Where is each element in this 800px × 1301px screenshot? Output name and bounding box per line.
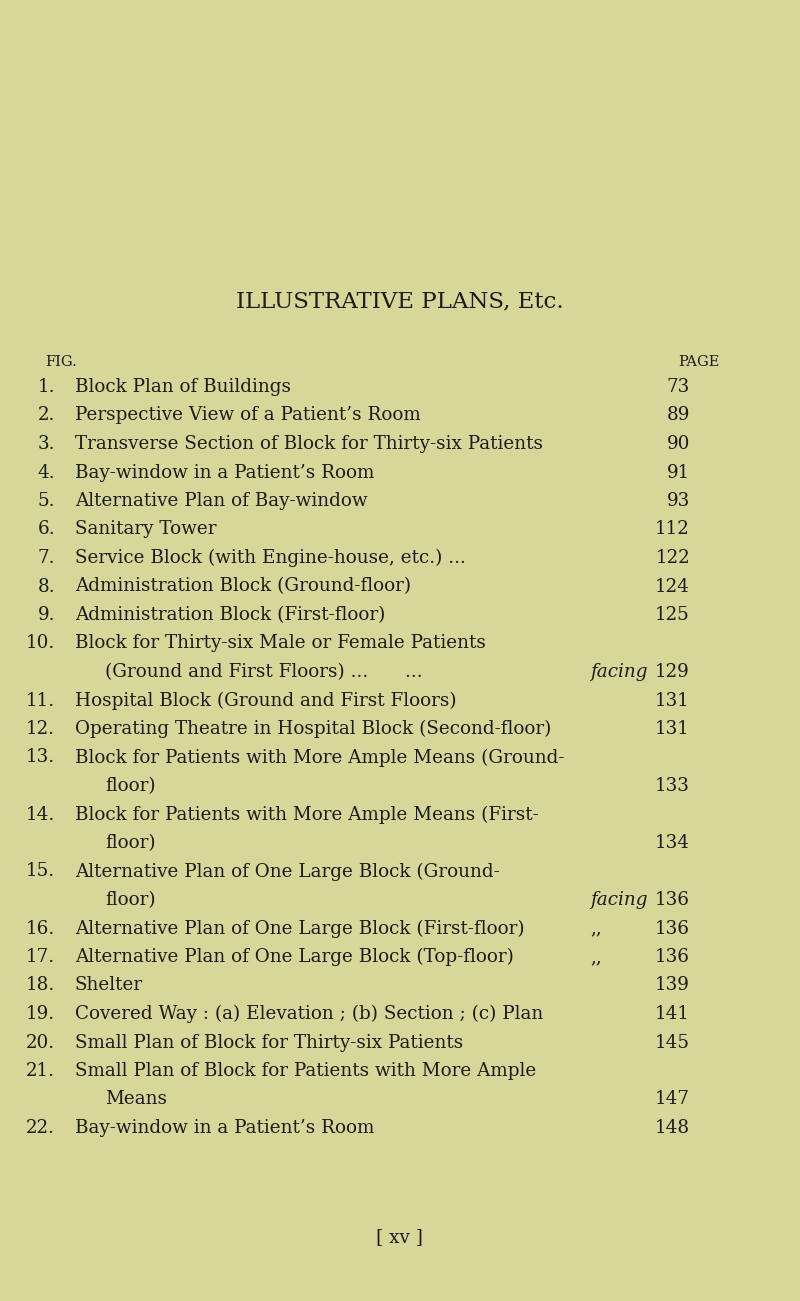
Text: Block for Patients with More Ample Means (Ground-: Block for Patients with More Ample Means… xyxy=(75,748,565,766)
Text: 2.: 2. xyxy=(38,406,55,424)
Text: 136: 136 xyxy=(655,948,690,967)
Text: 90: 90 xyxy=(666,435,690,453)
Text: 10.: 10. xyxy=(26,635,55,653)
Text: Small Plan of Block for Patients with More Ample: Small Plan of Block for Patients with Mo… xyxy=(75,1062,536,1080)
Text: Shelter: Shelter xyxy=(75,977,143,994)
Text: 73: 73 xyxy=(666,379,690,396)
Text: Block for Patients with More Ample Means (First-: Block for Patients with More Ample Means… xyxy=(75,805,538,824)
Text: 131: 131 xyxy=(655,692,690,709)
Text: 15.: 15. xyxy=(26,863,55,881)
Text: 91: 91 xyxy=(666,463,690,481)
Text: facing: facing xyxy=(590,891,647,909)
Text: 133: 133 xyxy=(655,777,690,795)
Text: 139: 139 xyxy=(655,977,690,994)
Text: 89: 89 xyxy=(666,406,690,424)
Text: 136: 136 xyxy=(655,920,690,938)
Text: 5.: 5. xyxy=(38,492,55,510)
Text: 141: 141 xyxy=(655,1004,690,1023)
Text: Covered Way : (a) Elevation ; (b) Section ; (c) Plan: Covered Way : (a) Elevation ; (b) Sectio… xyxy=(75,1004,543,1024)
Text: FIG.: FIG. xyxy=(45,355,77,369)
Text: Service Block (with Engine-house, etc.) ...: Service Block (with Engine-house, etc.) … xyxy=(75,549,466,567)
Text: (Ground and First Floors) ...  ...: (Ground and First Floors) ... ... xyxy=(105,664,422,680)
Text: Bay-window in a Patient’s Room: Bay-window in a Patient’s Room xyxy=(75,463,374,481)
Text: floor): floor) xyxy=(105,834,156,852)
Text: 145: 145 xyxy=(655,1033,690,1051)
Text: 19.: 19. xyxy=(26,1004,55,1023)
Text: Alternative Plan of Bay-window: Alternative Plan of Bay-window xyxy=(75,492,368,510)
Text: 14.: 14. xyxy=(26,805,55,824)
Text: Administration Block (First-floor): Administration Block (First-floor) xyxy=(75,606,386,624)
Text: 17.: 17. xyxy=(26,948,55,967)
Text: Operating Theatre in Hospital Block (Second-floor): Operating Theatre in Hospital Block (Sec… xyxy=(75,719,551,738)
Text: 13.: 13. xyxy=(26,748,55,766)
Text: 148: 148 xyxy=(655,1119,690,1137)
Text: facing: facing xyxy=(590,664,647,680)
Text: Administration Block (Ground-floor): Administration Block (Ground-floor) xyxy=(75,578,411,596)
Text: 12.: 12. xyxy=(26,719,55,738)
Text: Alternative Plan of One Large Block (Ground-: Alternative Plan of One Large Block (Gro… xyxy=(75,863,500,881)
Text: Alternative Plan of One Large Block (First-floor): Alternative Plan of One Large Block (Fir… xyxy=(75,920,525,938)
Text: PAGE: PAGE xyxy=(678,355,720,369)
Text: floor): floor) xyxy=(105,777,156,795)
Text: 131: 131 xyxy=(655,719,690,738)
Text: 21.: 21. xyxy=(26,1062,55,1080)
Text: 4.: 4. xyxy=(38,463,55,481)
Text: 20.: 20. xyxy=(26,1033,55,1051)
Text: ,,: ,, xyxy=(590,920,602,938)
Text: 8.: 8. xyxy=(38,578,55,596)
Text: 22.: 22. xyxy=(26,1119,55,1137)
Text: 3.: 3. xyxy=(38,435,55,453)
Text: 9.: 9. xyxy=(38,606,55,624)
Text: 136: 136 xyxy=(655,891,690,909)
Text: 124: 124 xyxy=(655,578,690,596)
Text: 112: 112 xyxy=(655,520,690,539)
Text: 11.: 11. xyxy=(26,692,55,709)
Text: ,,: ,, xyxy=(590,948,602,967)
Text: Transverse Section of Block for Thirty-six Patients: Transverse Section of Block for Thirty-s… xyxy=(75,435,543,453)
Text: 147: 147 xyxy=(655,1090,690,1108)
Text: 7.: 7. xyxy=(38,549,55,567)
Text: Hospital Block (Ground and First Floors): Hospital Block (Ground and First Floors) xyxy=(75,692,457,710)
Text: 6.: 6. xyxy=(38,520,55,539)
Text: Alternative Plan of One Large Block (Top-floor): Alternative Plan of One Large Block (Top… xyxy=(75,948,514,967)
Text: Small Plan of Block for Thirty-six Patients: Small Plan of Block for Thirty-six Patie… xyxy=(75,1033,463,1051)
Text: 16.: 16. xyxy=(26,920,55,938)
Text: Block Plan of Buildings: Block Plan of Buildings xyxy=(75,379,291,396)
Text: Sanitary Tower: Sanitary Tower xyxy=(75,520,217,539)
Text: Block for Thirty-six Male or Female Patients: Block for Thirty-six Male or Female Pati… xyxy=(75,635,486,653)
Text: 134: 134 xyxy=(655,834,690,852)
Text: 129: 129 xyxy=(655,664,690,680)
Text: ILLUSTRATIVE PLANS, Etc.: ILLUSTRATIVE PLANS, Etc. xyxy=(236,290,564,312)
Text: 93: 93 xyxy=(666,492,690,510)
Text: 122: 122 xyxy=(655,549,690,567)
Text: Bay-window in a Patient’s Room: Bay-window in a Patient’s Room xyxy=(75,1119,374,1137)
Text: 18.: 18. xyxy=(26,977,55,994)
Text: 125: 125 xyxy=(655,606,690,624)
Text: Perspective View of a Patient’s Room: Perspective View of a Patient’s Room xyxy=(75,406,421,424)
Text: floor): floor) xyxy=(105,891,156,909)
Text: 1.: 1. xyxy=(38,379,55,396)
Text: Means: Means xyxy=(105,1090,167,1108)
Text: [ xv ]: [ xv ] xyxy=(377,1228,423,1246)
